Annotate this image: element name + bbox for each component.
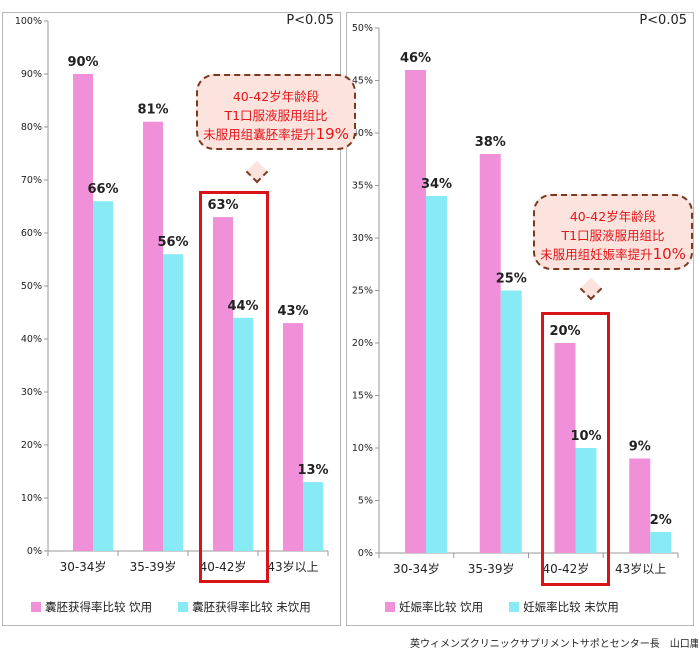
y-tick-label: 45% [352, 76, 373, 87]
data-label: 38% [475, 135, 506, 150]
x-tick-label: 40-42岁 [542, 561, 589, 576]
legend-swatch-cyan [178, 602, 189, 612]
data-label: 13% [297, 463, 328, 478]
y-tick-label: 30% [352, 233, 373, 244]
highlight-box-40-42-left [199, 191, 269, 583]
data-label: 90% [67, 55, 98, 70]
bar [405, 70, 426, 553]
y-tick-label: 40% [21, 334, 42, 345]
callout-text: 未服用组囊胚率提升 [203, 127, 316, 142]
legend-item-no-drink: 囊胚获得率比较 未饮用 [178, 599, 311, 615]
callout-line: 未服用组囊胚率提升19% [198, 125, 354, 144]
data-label: 25% [496, 272, 527, 287]
bar [73, 74, 93, 551]
x-tick-label: 43岁以上 [267, 559, 318, 574]
callout-line: T1口服液服用组比 [224, 108, 328, 123]
legend-label: 妊娠率比较 饮用 [399, 600, 484, 614]
legend: 妊娠率比较 饮用 妊娠率比较 未饮用 [385, 599, 619, 615]
legend-label: 囊胚获得率比较 未饮用 [192, 600, 311, 614]
data-label: 66% [87, 182, 118, 197]
legend-swatch-pink [31, 602, 41, 612]
y-tick-label: 5% [358, 496, 373, 507]
legend-item-drink: 囊胚获得率比较 饮用 [31, 599, 152, 615]
y-tick-label: 10% [21, 493, 42, 504]
x-tick-label: 40-42岁 [200, 559, 247, 574]
bar [629, 458, 651, 553]
y-tick-label: 50% [352, 23, 373, 34]
y-tick-label: 10% [352, 443, 373, 454]
y-tick-label: 30% [21, 387, 42, 398]
data-label: 56% [157, 235, 188, 250]
data-label: 81% [137, 103, 168, 118]
callout-line: 40-42岁年龄段 [232, 89, 320, 104]
bar [554, 343, 576, 553]
y-tick-label: 100% [15, 16, 42, 27]
legend-item-drink: 妊娠率比较 饮用 [385, 599, 483, 615]
data-label: 10% [570, 429, 601, 444]
bar [93, 201, 113, 551]
callout-line: T1口服液服用组比 [561, 228, 665, 243]
legend-label: 妊娠率比较 未饮用 [523, 600, 619, 614]
y-tick-label: 80% [21, 122, 42, 133]
chart-canvas-pregnancy: 0% 5% 10% 15% 20% 25% 30% 35% 40% 45% 50% 30-34岁 46%… [352, 23, 679, 576]
legend: 囊胚获得率比较 饮用 囊胚获得率比较 未饮用 [31, 599, 311, 615]
callout-blastocyst: 40-42岁年龄段 T1口服液服用组比 未服用组囊胚率提升19% [196, 74, 356, 150]
legend-label: 囊胚获得率比较 饮用 [45, 600, 153, 614]
y-tick-label: 50% [21, 281, 42, 292]
p-value-label: P<0.05 [286, 13, 334, 28]
x-tick-label: 30-34岁 [60, 559, 107, 574]
data-label: 44% [227, 299, 258, 314]
y-tick-label: 0% [358, 548, 373, 559]
x-tick-label: 43岁以上 [615, 561, 666, 576]
x-tick-label: 35-39岁 [130, 559, 177, 574]
chart-panel-pregnancy: 0% 5% 10% 15% 20% 25% 30% 35% 40% 45% 50% 30-34岁 46%… [346, 12, 694, 626]
y-tick-label: 15% [352, 391, 373, 402]
p-value-label: P<0.05 [639, 13, 687, 28]
bar [143, 121, 163, 551]
callout-text: 未服用组妊娠率提升 [540, 247, 653, 262]
credit-text: 英ウィメンズクリニックサプリメントサポとセンター長 山口庸仁 [410, 639, 698, 650]
callout-line: 未服用组妊娠率提升10% [535, 245, 691, 264]
y-tick-label: 70% [21, 175, 42, 186]
y-tick-label: 25% [352, 286, 373, 297]
x-tick-label: 30-34岁 [393, 561, 440, 576]
callout-pregnancy: 40-42岁年龄段 T1口服液服用组比 未服用组妊娠率提升10% [533, 194, 693, 270]
y-tick-label: 90% [21, 69, 42, 80]
chart-canvas-blastocyst: 0% 10% 20% 30% 40% 50% 60% 70% 80% 90% 100% 30-34岁 9… [15, 16, 329, 574]
bar [233, 317, 253, 551]
y-tick-label: 20% [21, 440, 42, 451]
bar [575, 448, 597, 553]
bar [303, 482, 323, 551]
bar [213, 217, 233, 551]
data-label: 46% [400, 51, 431, 66]
data-label: 2% [650, 513, 672, 528]
data-label: 9% [629, 440, 651, 455]
data-label: 63% [207, 198, 238, 213]
data-label: 43% [277, 304, 308, 319]
data-label: 34% [421, 177, 452, 192]
bar [650, 532, 672, 553]
legend-item-no-drink: 妊娠率比较 未饮用 [509, 599, 619, 615]
legend-swatch-pink [385, 602, 395, 612]
bar [283, 323, 303, 551]
y-tick-label: 35% [352, 181, 373, 192]
bar [500, 290, 522, 553]
bar [479, 154, 501, 553]
highlight-box-40-42-right [541, 312, 610, 586]
bar [163, 254, 183, 551]
bar [426, 196, 447, 553]
callout-percent: 19% [315, 125, 349, 143]
x-tick-label: 35-39岁 [468, 561, 515, 576]
data-label: 20% [549, 324, 580, 339]
y-tick-label: 20% [352, 338, 373, 349]
callout-percent: 10% [652, 245, 686, 263]
y-tick-label: 0% [27, 546, 42, 557]
y-tick-label: 60% [21, 228, 42, 239]
y-tick-label: 40% [352, 128, 373, 139]
callout-line: 40-42岁年龄段 [569, 209, 657, 224]
legend-swatch-cyan [509, 602, 520, 612]
